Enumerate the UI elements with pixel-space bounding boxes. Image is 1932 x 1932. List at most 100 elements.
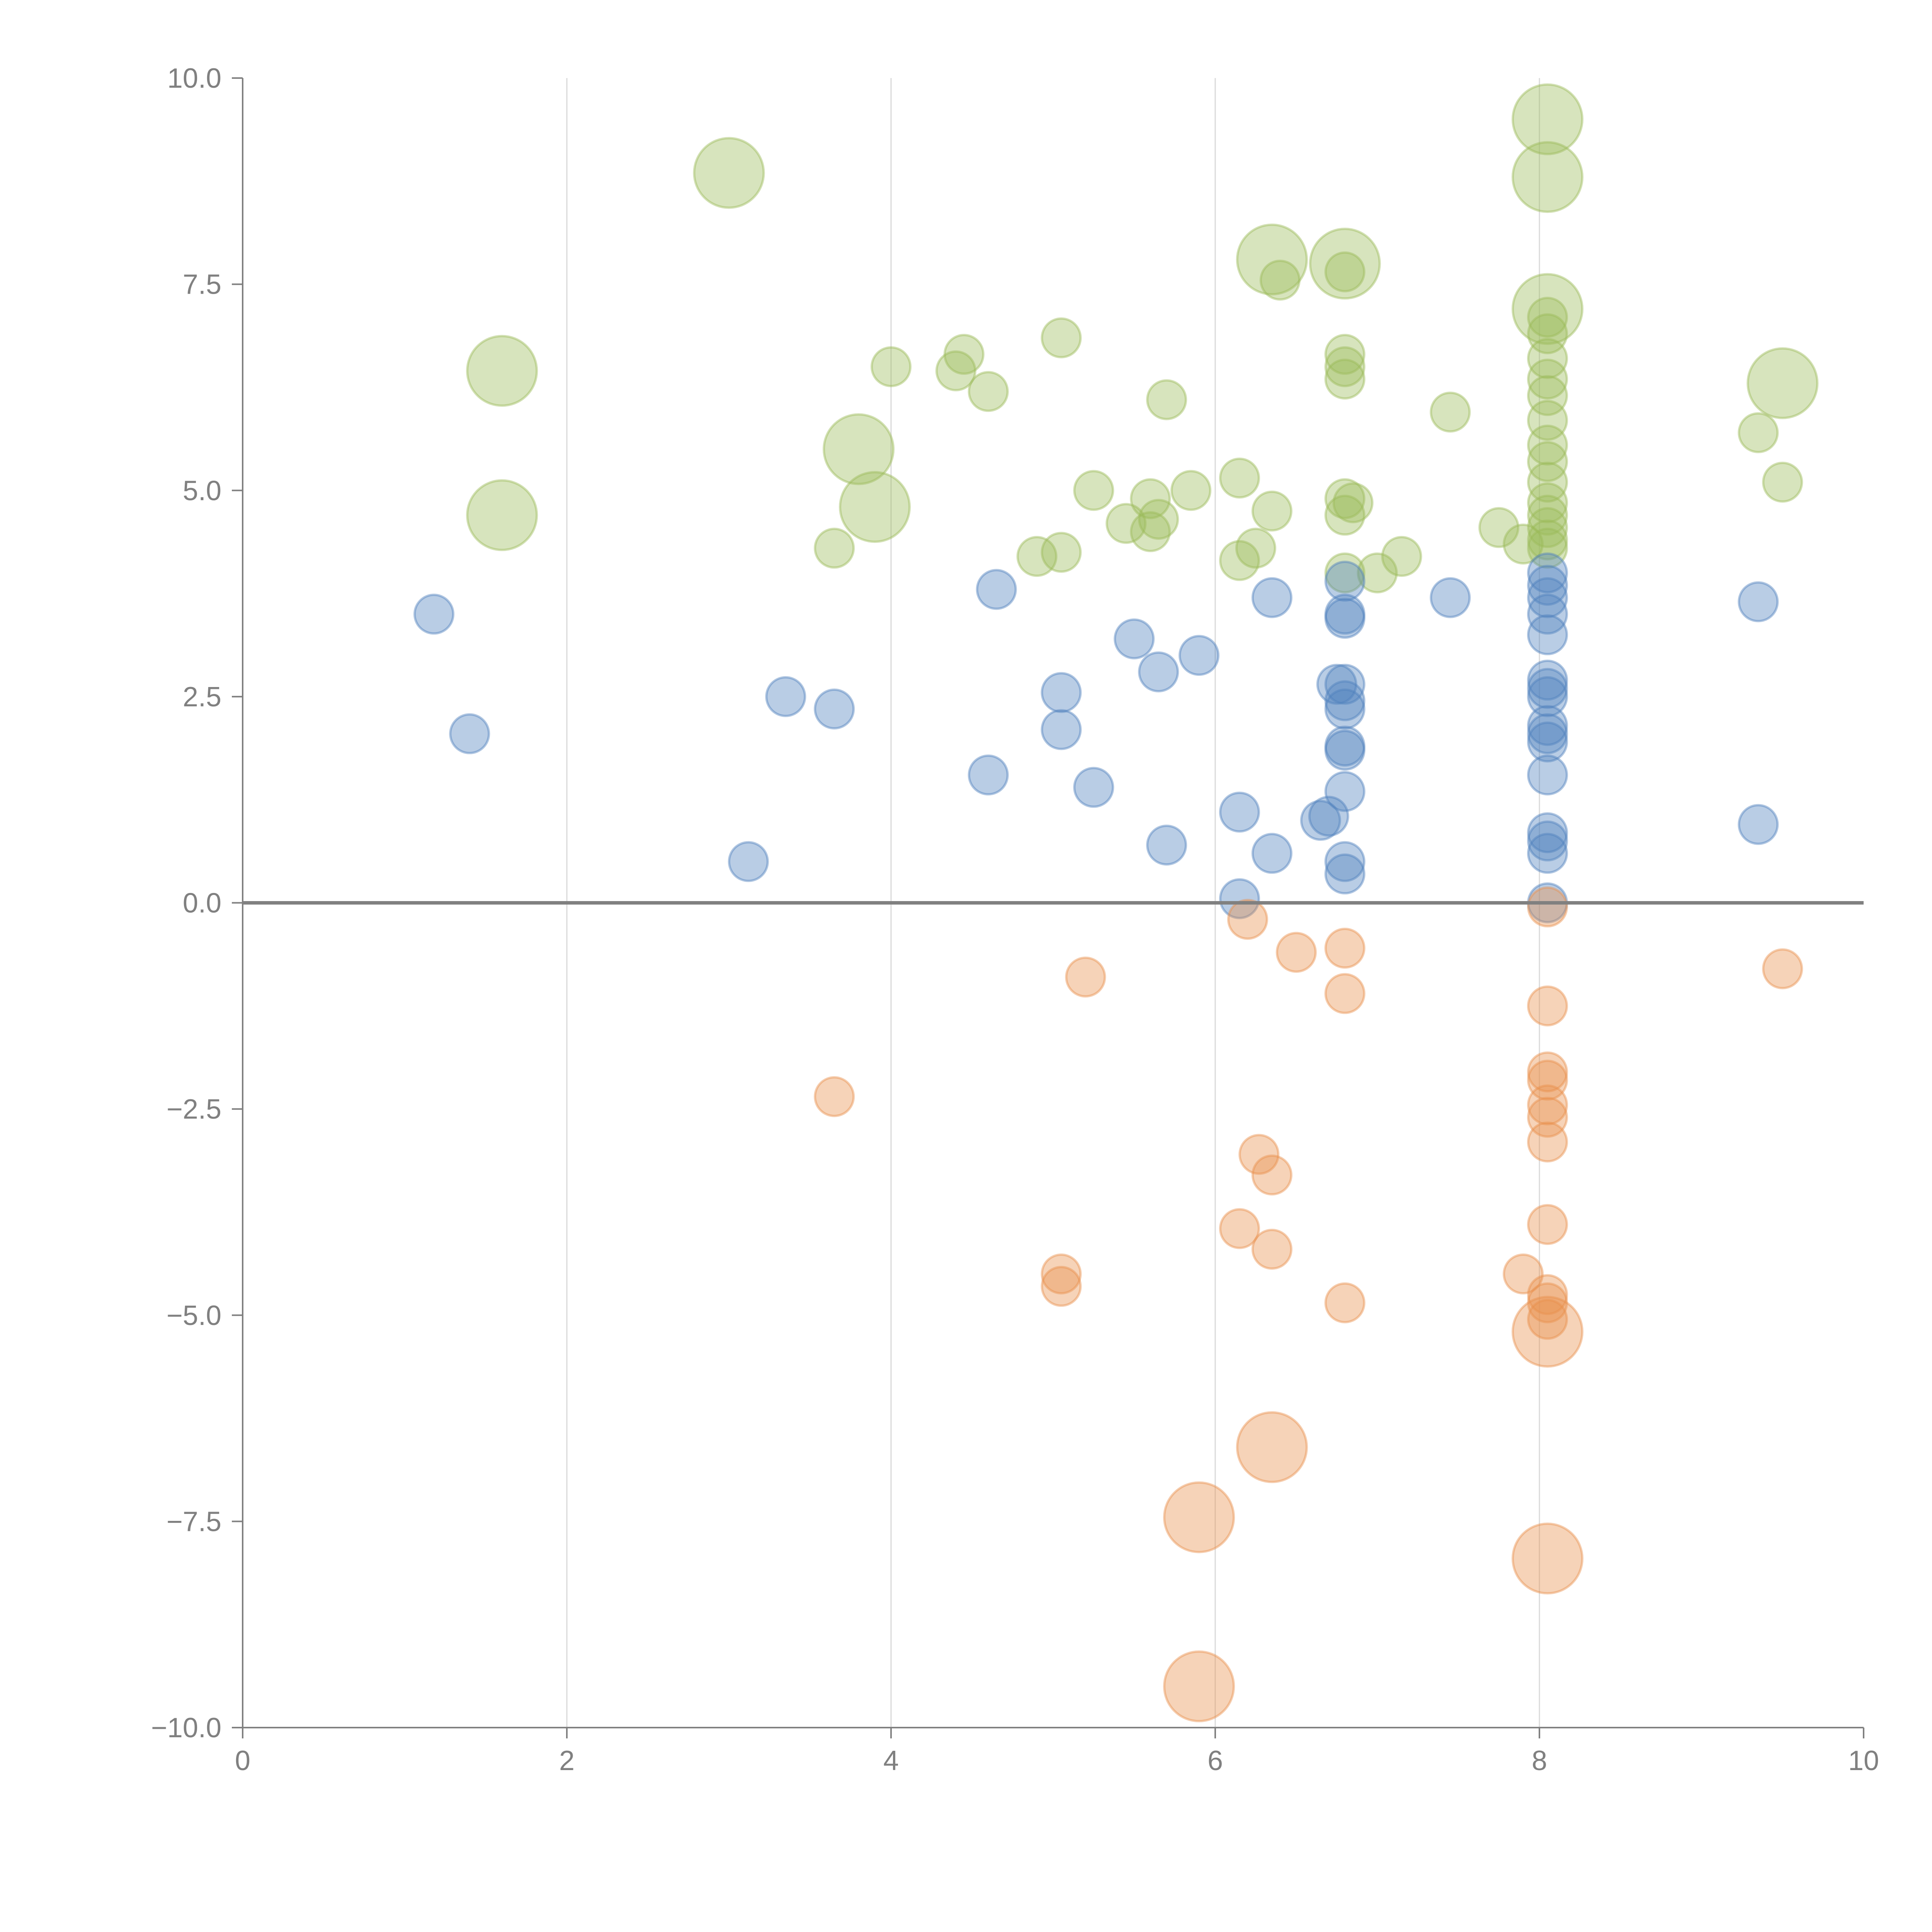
green-bubble [1511,141,1583,213]
green-bubble [1259,259,1301,301]
green-bubble [1527,441,1568,482]
green-bubble [466,335,538,407]
green-bubble [1430,391,1471,433]
green-bubble [935,350,976,391]
orange-bubble [1227,899,1268,940]
orange-bubble [1762,948,1803,990]
blue-bubble [976,569,1017,610]
green-bubble [968,371,1009,412]
blue-bubble [1430,577,1471,618]
green-bubble [1527,461,1568,503]
blue-bubble [1527,676,1568,717]
blue-bubble [968,754,1009,796]
orange-bubble [1324,927,1366,969]
green-bubble [1219,457,1260,499]
green-bubble [1527,375,1568,416]
green-bubble [1041,532,1082,573]
x-tick-label: 6 [1208,1745,1223,1776]
blue-bubble [1527,577,1568,618]
blue-bubble [413,594,455,635]
blue-bubble [1324,688,1366,730]
orange-bubble [1503,1253,1544,1295]
blue-bubble [1527,721,1568,763]
green-bubble [1527,424,1568,466]
blue-bubble [1527,713,1568,754]
blue-bubble [1324,598,1366,639]
y-tick-label: 5.0 [183,475,221,506]
green-bubble [1527,400,1568,441]
blue-bubble [814,688,855,730]
blue-bubble [1527,820,1568,862]
green-bubble [1747,347,1819,419]
green-bubble [1105,503,1147,544]
orange-bubble [1527,985,1568,1027]
orange-bubble [1041,1266,1082,1307]
green-bubble [1041,317,1082,359]
green-bubble [1309,228,1381,300]
orange-bubble [1527,886,1568,928]
green-bubble [1324,495,1366,536]
green-bubble [466,479,538,551]
green-bubble [1236,223,1308,296]
blue-bubble [1179,635,1220,676]
blue-bubble [728,841,769,882]
orange-bubble [1324,1282,1366,1323]
green-bubble [1332,482,1374,524]
orange-bubble [1527,1299,1568,1340]
blue-bubble [1324,841,1366,882]
orange-bubble [1511,1522,1583,1595]
green-bubble [1381,536,1422,577]
green-bubble [1527,495,1568,536]
green-bubble [1527,313,1568,354]
blue-bubble [1527,552,1568,594]
green-bubble [1503,523,1544,565]
green-bubble [1251,490,1293,532]
orange-bubble [1276,932,1317,973]
blue-bubble [1324,725,1366,767]
blue-bubble [1219,878,1260,919]
green-bubble [1527,297,1568,338]
blue-bubble [1073,767,1114,808]
green-bubble [1527,507,1568,548]
blue-bubble [1251,577,1293,618]
blue-bubble [1316,663,1357,705]
x-tick-label: 2 [559,1745,575,1776]
blue-bubble [1146,825,1187,866]
y-tick-label: 2.5 [183,682,221,713]
orange-bubble [1527,1084,1568,1126]
orange-bubble [1527,1282,1568,1323]
blue-bubble [1219,791,1260,833]
blue-bubble [1527,833,1568,874]
green-bubble [1324,478,1366,519]
green-bubble [1324,359,1366,400]
green-bubble [1478,507,1520,548]
orange-bubble [1527,1051,1568,1093]
blue-bubble [1324,663,1366,705]
y-tick-label: 10.0 [167,63,221,94]
orange-bubble [1251,1154,1293,1196]
green-bubble [1527,338,1568,379]
orange-bubble [1163,1650,1235,1723]
orange-bubble [1511,1296,1583,1368]
blue-bubble [1324,594,1366,635]
orange-bubble [1065,956,1106,998]
blue-bubble [1738,581,1779,622]
green-bubble [1324,251,1366,293]
green-bubble [1762,461,1803,503]
orange-bubble [814,1076,855,1117]
x-tick-label: 0 [235,1745,250,1776]
x-tick-label: 10 [1848,1745,1879,1776]
blue-bubble [1324,771,1366,812]
green-bubble [1235,527,1276,569]
orange-bubble [1527,1204,1568,1245]
orange-bubble [1527,1097,1568,1138]
green-bubble [1073,470,1114,511]
blue-bubble [1324,680,1366,721]
green-bubble [1130,511,1171,552]
y-tick-label: −5.0 [167,1300,221,1331]
orange-bubble [1219,1208,1260,1249]
blue-bubble [1527,668,1568,709]
blue-bubble [1527,660,1568,701]
y-tick-label: −10.0 [151,1713,221,1743]
